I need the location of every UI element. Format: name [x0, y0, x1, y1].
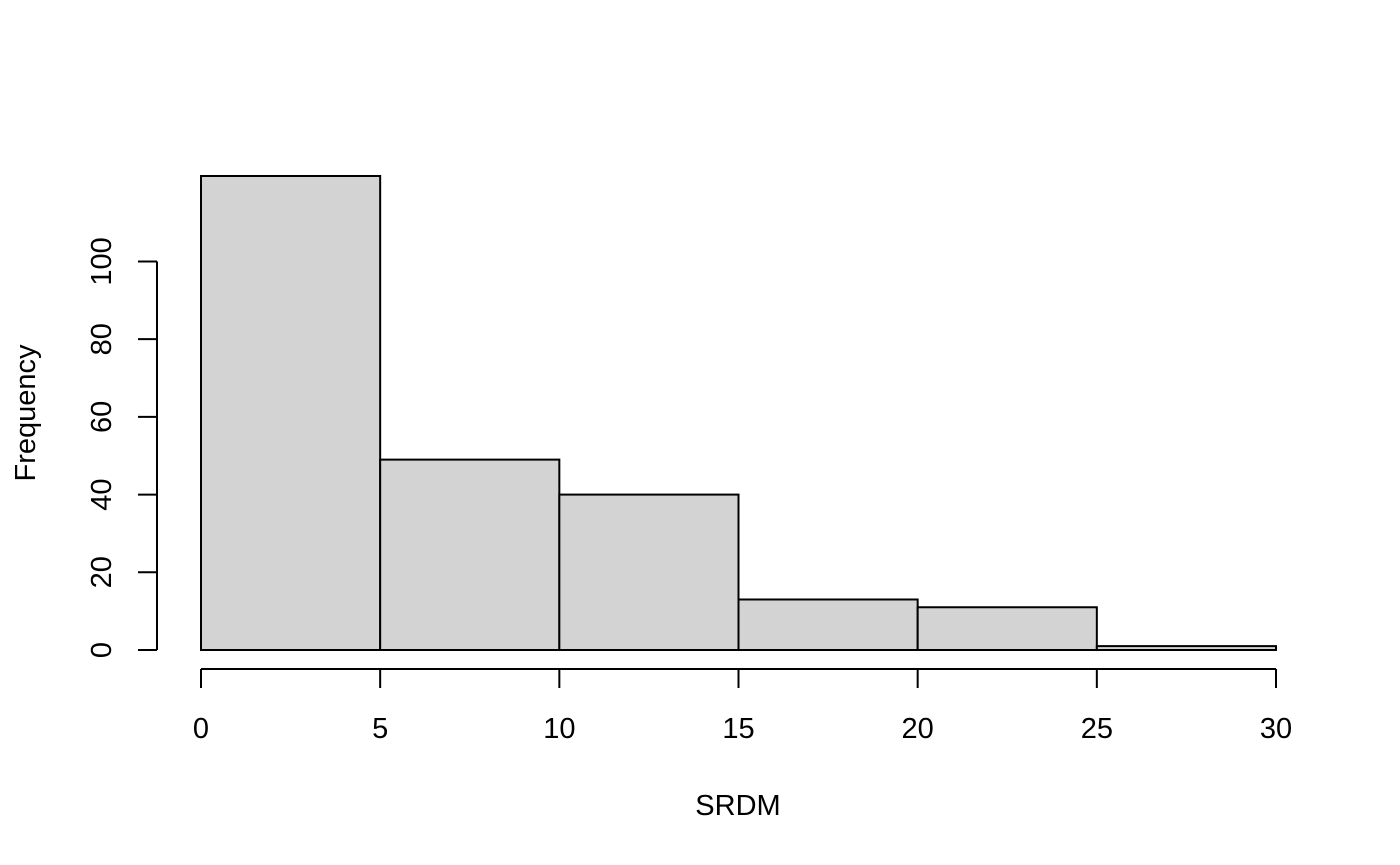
histogram-bar-0-5 — [200, 175, 382, 651]
x-tick-label: 20 — [902, 713, 934, 745]
histogram-bar-25-30 — [1095, 645, 1278, 651]
x-tick-label: 30 — [1260, 713, 1292, 745]
x-tick-label: 25 — [1081, 713, 1113, 745]
y-tick-label: 100 — [86, 237, 118, 285]
y-tick-label: 40 — [86, 478, 118, 510]
y-tick-label: 20 — [86, 556, 118, 588]
y-axis: 0 20 40 60 80 100 — [86, 237, 158, 658]
histogram-bar-15-20 — [737, 598, 919, 652]
x-tick-label: 5 — [372, 713, 388, 745]
y-axis-title: Frequency — [10, 344, 42, 482]
y-tick-label: 0 — [86, 642, 118, 658]
y-tick-label: 80 — [86, 323, 118, 355]
x-tick-label: 0 — [193, 713, 209, 745]
x-tick-label: 10 — [543, 713, 575, 745]
y-tick-label: 60 — [86, 401, 118, 433]
histogram-bars — [200, 175, 1278, 652]
histogram-bar-20-25 — [916, 606, 1098, 651]
x-tick-label: 15 — [722, 713, 754, 745]
histogram-bar-5-10 — [379, 458, 561, 651]
x-axis-title: SRDM — [695, 790, 780, 822]
histogram-bar-10-15 — [558, 493, 740, 651]
x-axis: 0 5 10 15 20 25 30 — [193, 668, 1292, 745]
